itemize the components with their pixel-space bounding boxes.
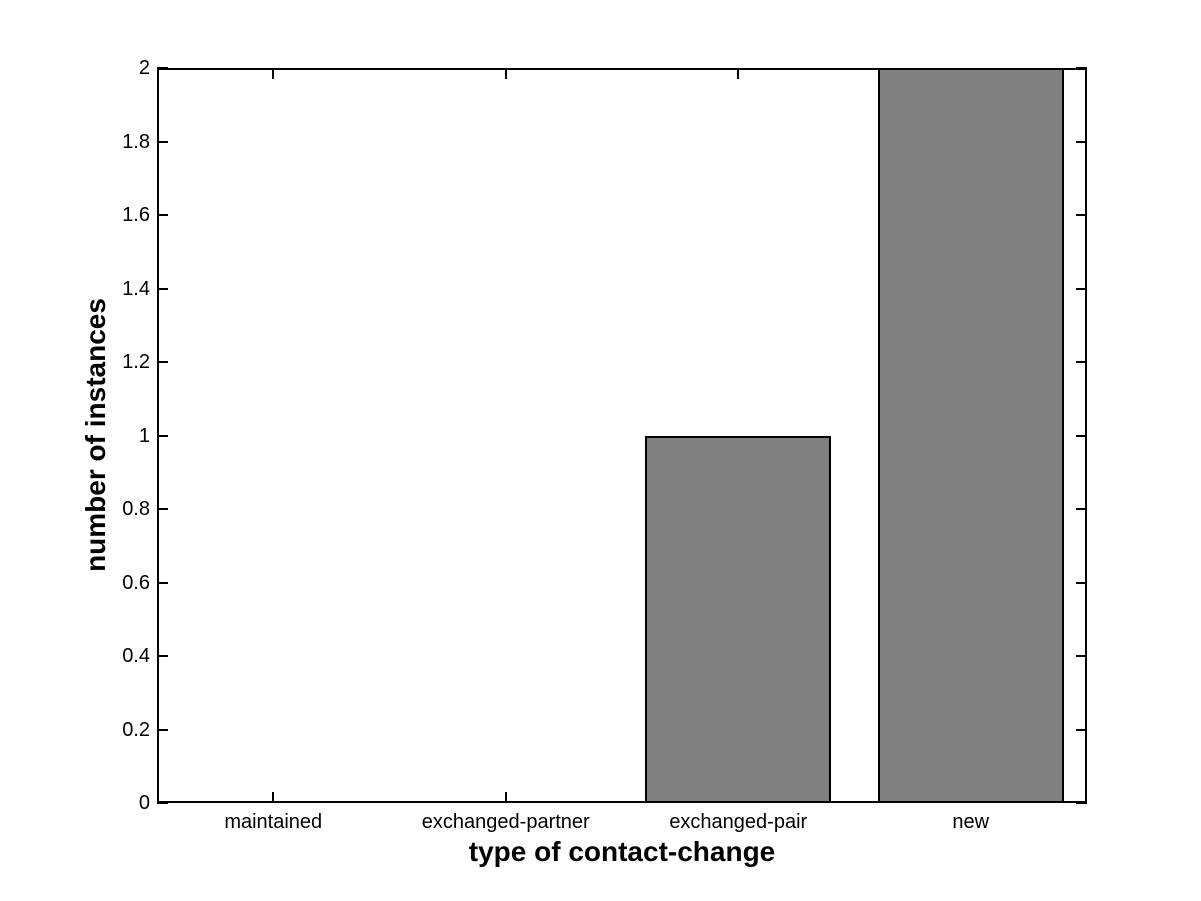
- y-tick-right: [1076, 361, 1087, 363]
- y-tick: [157, 361, 168, 363]
- bar-new: [877, 68, 1064, 803]
- x-tick-label-maintained: maintained: [224, 811, 323, 833]
- y-tick: [157, 434, 168, 437]
- y-tick: [157, 214, 168, 216]
- plot-area: 0 0.2 0.4 0.6 0.8 1 1.2 1.4 1.6 1.8 2 maintained exc…: [122, 58, 1087, 833]
- x-tick: [272, 792, 275, 803]
- y-tick-label: 0.8: [122, 498, 150, 520]
- y-tick-right: [1076, 287, 1087, 290]
- y-tick: [157, 581, 168, 584]
- x-tick: [504, 792, 507, 803]
- y-tick-label: 1: [138, 424, 150, 447]
- x-tick-label-exchanged-pair: exchanged-pair: [669, 811, 808, 833]
- y-tick-label: 0.6: [122, 571, 150, 594]
- y-tick-right: [1076, 140, 1087, 143]
- y-tick-label: 2: [138, 57, 150, 79]
- y-tick: [157, 728, 168, 731]
- y-tick-right: [1076, 802, 1087, 804]
- x-axis-label: type of contact-change: [468, 836, 776, 867]
- y-tick-right: [1076, 67, 1087, 69]
- x-tick-label-exchanged-partner: exchanged-partner: [421, 811, 590, 833]
- y-axis-label: number of instances: [80, 298, 111, 572]
- x-tick-top: [272, 68, 275, 79]
- y-tick-label: 0: [138, 792, 150, 814]
- y-tick: [157, 655, 168, 657]
- y-tick-right: [1076, 655, 1087, 657]
- y-tick-label: 1.6: [122, 204, 150, 226]
- y-tick-right: [1076, 508, 1087, 510]
- y-tick-right: [1076, 581, 1087, 584]
- y-tick-label: 0.4: [122, 645, 150, 667]
- y-tick: [157, 508, 168, 510]
- y-tick-right: [1076, 728, 1087, 731]
- y-tick: [157, 287, 168, 290]
- x-tick-top: [737, 68, 740, 79]
- y-tick-label: 1.2: [122, 351, 150, 373]
- y-tick-right: [1076, 214, 1087, 216]
- y-tick: [157, 67, 168, 69]
- y-tick-label: 1.4: [122, 277, 150, 300]
- x-tick-top: [504, 68, 507, 79]
- bar-exchanged-pair: [645, 435, 832, 803]
- y-tick-label: 1.8: [122, 130, 150, 153]
- y-tick-label: 0.2: [122, 718, 150, 741]
- y-tick: [157, 802, 168, 804]
- y-tick-right: [1076, 434, 1087, 437]
- y-tick: [157, 140, 168, 143]
- x-tick-label-new: new: [952, 811, 990, 833]
